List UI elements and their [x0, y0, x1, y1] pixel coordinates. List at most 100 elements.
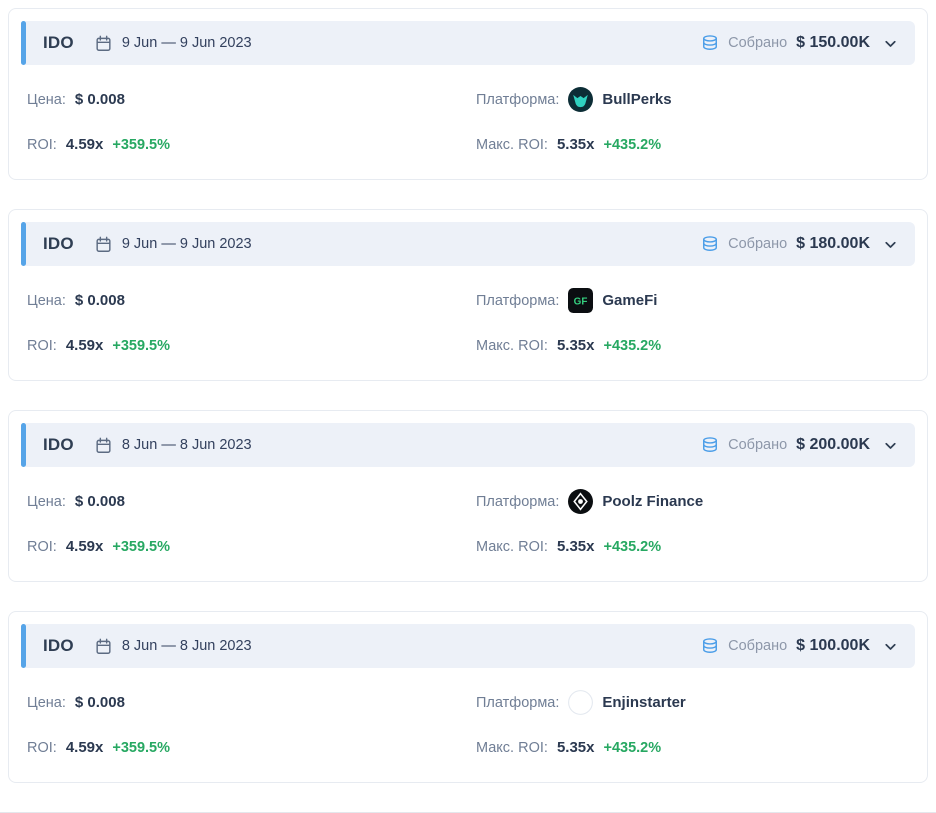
sales-list: IDO 9 Jun — 9 Jun 2023 Собрано $ 1: [8, 8, 928, 783]
collected-amount: $ 150.00K: [796, 34, 870, 51]
coins-icon: [700, 435, 720, 455]
date-range: 9 Jun — 9 Jun 2023: [121, 35, 252, 51]
price-cell: Цена: $ 0.008: [27, 690, 468, 715]
max-roi-cell: Макс. ROI: 5.35x +435.2%: [468, 534, 909, 559]
coins-icon: [700, 33, 720, 53]
roi-cell: ROI: 4.59x +359.5%: [27, 132, 468, 157]
roi-value: 4.59x: [65, 538, 104, 555]
max-roi-change: +435.2%: [603, 538, 662, 555]
calendar-icon: [94, 34, 113, 53]
accent-bar: [21, 222, 26, 266]
platform-label: Платформа:: [476, 493, 560, 510]
price-value: $ 0.008: [74, 292, 125, 309]
roi-cell: ROI: 4.59x +359.5%: [27, 534, 468, 559]
price-cell: Цена: $ 0.008: [27, 489, 468, 514]
card-body: Цена: $ 0.008 Платформа: GF: [21, 65, 915, 157]
date-range: 9 Jun — 9 Jun 2023: [121, 236, 252, 252]
card-header[interactable]: IDO 9 Jun — 9 Jun 2023 Собрано $ 1: [21, 222, 915, 266]
roi-change: +359.5%: [112, 136, 171, 153]
sale-type-label: IDO: [43, 435, 74, 454]
gamefi-logo-icon: GF: [568, 288, 594, 313]
roi-change: +359.5%: [112, 538, 171, 555]
platform-logo: GF: [568, 489, 594, 514]
roi-change: +359.5%: [112, 739, 171, 756]
collected-label: Собрано: [728, 638, 788, 654]
chevron-down-icon[interactable]: [882, 35, 899, 52]
platform-label: Платформа:: [476, 292, 560, 309]
card-row-roi: ROI: 4.59x +359.5% Макс. ROI: 5.35x +435…: [27, 132, 909, 157]
coins-icon: [700, 636, 720, 656]
enjinstarter-logo-icon: [568, 690, 594, 715]
roi-label: ROI:: [27, 337, 57, 354]
roi-cell: ROI: 4.59x +359.5%: [27, 735, 468, 760]
date-range: 8 Jun — 8 Jun 2023: [121, 638, 252, 654]
price-cell: Цена: $ 0.008: [27, 87, 468, 112]
card-header[interactable]: IDO 8 Jun — 8 Jun 2023 Собрано $ 1: [21, 624, 915, 668]
coins-icon: [700, 234, 720, 254]
card-header[interactable]: IDO 8 Jun — 8 Jun 2023 Собрано $ 2: [21, 423, 915, 467]
card-header[interactable]: IDO 9 Jun — 9 Jun 2023 Собрано $ 1: [21, 21, 915, 65]
card-row-price-platform: Цена: $ 0.008 Платформа: GF: [27, 489, 909, 514]
platform-logo: GF: [568, 87, 594, 112]
collected-label: Собрано: [728, 236, 788, 252]
platform-logo: GF: [568, 690, 594, 715]
collected-label: Собрано: [728, 437, 788, 453]
max-roi-value: 5.35x: [556, 538, 595, 555]
max-roi-value: 5.35x: [556, 136, 595, 153]
roi-value: 4.59x: [65, 739, 104, 756]
sale-type-label: IDO: [43, 234, 74, 253]
platform-cell: Платформа: GF: [468, 288, 909, 313]
roi-value: 4.59x: [65, 136, 104, 153]
calendar-icon: [94, 436, 113, 455]
price-value: $ 0.008: [74, 493, 125, 510]
card-row-roi: ROI: 4.59x +359.5% Макс. ROI: 5.35x +435…: [27, 534, 909, 559]
roi-label: ROI:: [27, 739, 57, 756]
platform-label: Платформа:: [476, 91, 560, 108]
price-value: $ 0.008: [74, 694, 125, 711]
max-roi-cell: Макс. ROI: 5.35x +435.2%: [468, 333, 909, 358]
max-roi-value: 5.35x: [556, 739, 595, 756]
max-roi-label: Макс. ROI:: [476, 739, 548, 756]
bullperks-logo-icon: [568, 87, 594, 112]
roi-change: +359.5%: [112, 337, 171, 354]
ido-sale-card: IDO 9 Jun — 9 Jun 2023 Собрано $ 1: [8, 8, 928, 180]
platform-label: Платформа:: [476, 694, 560, 711]
calendar-icon: [94, 637, 113, 656]
platform-cell: Платформа: GF: [468, 489, 909, 514]
card-row-roi: ROI: 4.59x +359.5% Макс. ROI: 5.35x +435…: [27, 333, 909, 358]
platform-cell: Платформа: GF: [468, 690, 909, 715]
max-roi-value: 5.35x: [556, 337, 595, 354]
card-row-roi: ROI: 4.59x +359.5% Макс. ROI: 5.35x +435…: [27, 735, 909, 760]
date-range: 8 Jun — 8 Jun 2023: [121, 437, 252, 453]
platform-logo: GF: [568, 288, 594, 313]
price-label: Цена:: [27, 694, 66, 711]
roi-label: ROI:: [27, 538, 57, 555]
collected-amount: $ 200.00K: [796, 436, 870, 453]
ido-sale-card: IDO 8 Jun — 8 Jun 2023 Собрано $ 2: [8, 410, 928, 582]
platform-name: Poolz Finance: [602, 493, 704, 510]
max-roi-label: Макс. ROI:: [476, 136, 548, 153]
platform-name: BullPerks: [602, 91, 672, 108]
roi-label: ROI:: [27, 136, 57, 153]
max-roi-label: Макс. ROI:: [476, 538, 548, 555]
price-value: $ 0.008: [74, 91, 125, 108]
card-body: Цена: $ 0.008 Платформа: GF: [21, 467, 915, 559]
max-roi-change: +435.2%: [603, 136, 662, 153]
ido-sale-card: IDO 9 Jun — 9 Jun 2023 Собрано $ 1: [8, 209, 928, 381]
collected-amount: $ 180.00K: [796, 235, 870, 252]
card-body: Цена: $ 0.008 Платформа: GF: [21, 668, 915, 760]
price-label: Цена:: [27, 292, 66, 309]
accent-bar: [21, 624, 26, 668]
card-row-price-platform: Цена: $ 0.008 Платформа: GF: [27, 288, 909, 313]
platform-name: GameFi: [602, 292, 658, 309]
calendar-icon: [94, 235, 113, 254]
chevron-down-icon[interactable]: [882, 236, 899, 253]
chevron-down-icon[interactable]: [882, 638, 899, 655]
ido-sale-card: IDO 8 Jun — 8 Jun 2023 Собрано $ 1: [8, 611, 928, 783]
chevron-down-icon[interactable]: [882, 437, 899, 454]
max-roi-cell: Макс. ROI: 5.35x +435.2%: [468, 132, 909, 157]
svg-text:GF: GF: [574, 297, 588, 308]
sale-type-label: IDO: [43, 33, 74, 52]
card-row-price-platform: Цена: $ 0.008 Платформа: GF: [27, 690, 909, 715]
max-roi-change: +435.2%: [603, 337, 662, 354]
